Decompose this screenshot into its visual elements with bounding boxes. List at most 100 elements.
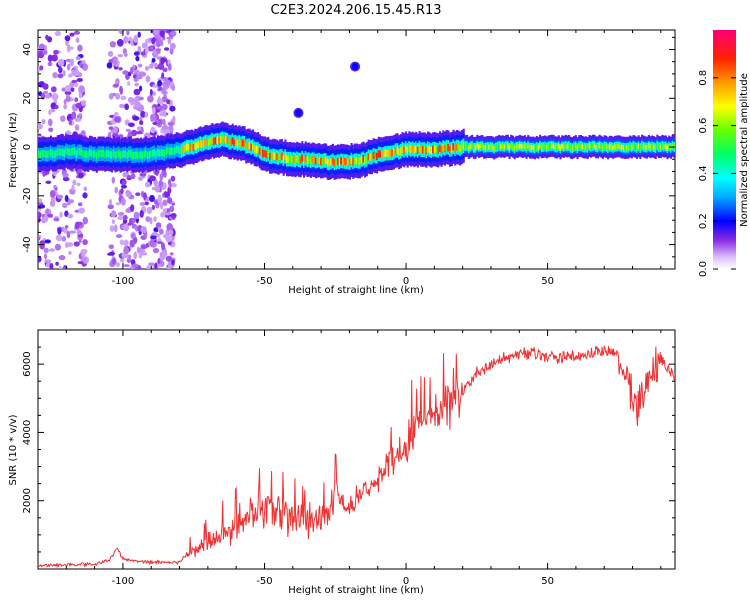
ridge-band — [384, 149, 387, 157]
ridge-band — [250, 143, 253, 152]
noise-speckle — [152, 84, 158, 88]
ridge-band — [511, 144, 515, 150]
ridge-band — [143, 150, 146, 159]
ridge-band — [595, 144, 598, 150]
noise-speckle — [74, 83, 79, 88]
ridge-band — [207, 138, 210, 147]
ridge-band — [598, 143, 601, 149]
noise-speckle — [77, 113, 83, 117]
noise-speckle — [121, 184, 127, 189]
ridge-band — [82, 150, 85, 158]
noise-speckle — [76, 78, 83, 82]
ridge-band — [226, 136, 229, 144]
ridge-band — [350, 156, 353, 164]
ridge-band — [612, 145, 615, 151]
ridge-band — [38, 150, 41, 158]
noise-speckle — [47, 54, 53, 62]
noise-speckle — [130, 66, 134, 75]
ridge-band — [360, 156, 363, 164]
noise-speckle — [48, 118, 53, 127]
noise-speckle — [167, 261, 173, 267]
ridge-band — [319, 157, 323, 166]
noise-speckle — [66, 44, 71, 53]
noise-speckle — [38, 255, 42, 263]
ridge-band — [467, 145, 470, 151]
ridge-band — [520, 144, 523, 149]
noise-speckle — [172, 216, 176, 220]
ridge-band — [622, 145, 625, 150]
noise-speckle — [54, 243, 62, 251]
ridge-band — [479, 143, 482, 149]
noise-speckle — [68, 118, 72, 126]
ridge-band — [596, 144, 599, 150]
noise-speckle — [138, 71, 145, 75]
noise-speckle — [131, 217, 136, 224]
ridge-band — [639, 145, 642, 151]
ridge-band — [462, 142, 465, 150]
ridge-band — [389, 149, 392, 157]
ridge-band — [579, 143, 582, 149]
noise-speckle — [115, 78, 120, 86]
ridge-band — [231, 137, 234, 145]
noise-speckle — [64, 225, 69, 229]
ridge-band — [199, 139, 202, 148]
noise-speckle — [117, 216, 125, 220]
noise-speckle — [123, 52, 128, 57]
ridge-band — [274, 152, 277, 160]
noise-speckle — [167, 38, 172, 45]
figure-title: C2E3.2024.206.15.45.R13 — [270, 3, 441, 18]
ridge-band — [60, 148, 63, 156]
ridge-band — [155, 151, 158, 159]
ridge-band — [133, 151, 136, 160]
ridge-band — [561, 143, 564, 149]
noise-speckle — [137, 31, 141, 38]
ridge-band — [114, 151, 117, 159]
ridge-band — [651, 144, 654, 149]
ridge-band — [51, 150, 54, 158]
noise-speckle — [133, 77, 139, 82]
noise-speckle — [44, 259, 52, 264]
noise-speckle — [49, 248, 55, 252]
noise-speckle — [140, 110, 146, 118]
noise-speckle — [43, 253, 48, 260]
ridge-band — [578, 143, 581, 149]
ridge-band — [253, 145, 256, 153]
noise-speckle — [113, 83, 119, 88]
ridge-band — [452, 143, 455, 151]
ridge-band — [112, 149, 115, 157]
ridge-band — [80, 148, 83, 156]
noise-speckle — [114, 186, 118, 194]
noise-speckle — [53, 218, 60, 222]
signal-spot — [295, 109, 302, 117]
ridge-band — [107, 150, 110, 158]
ridge-band — [505, 143, 508, 149]
ridge-band — [343, 157, 346, 166]
noise-speckle — [155, 222, 162, 229]
noise-speckle — [116, 38, 124, 47]
x-tick-label: -100 — [112, 276, 135, 287]
ridge-band — [66, 148, 69, 156]
ridge-band — [95, 152, 98, 160]
ridge-band — [476, 143, 479, 149]
noise-speckle — [115, 202, 122, 206]
ridge-band — [275, 153, 278, 161]
noise-speckle — [123, 35, 129, 44]
ridge-band — [459, 144, 462, 153]
noise-speckle — [156, 241, 164, 244]
ridge-band — [556, 145, 559, 150]
noise-speckle — [117, 54, 124, 58]
noise-speckle — [75, 102, 82, 109]
ridge-band — [503, 144, 506, 150]
ridge-band — [635, 145, 639, 151]
y-tick-label: 2000 — [22, 488, 33, 513]
noise-speckle — [65, 39, 69, 47]
ridge-band — [90, 149, 93, 157]
ridge-band — [425, 147, 428, 155]
ridge-band — [413, 146, 416, 154]
noise-speckle — [169, 205, 175, 213]
noise-speckle — [63, 99, 67, 105]
noise-speckle — [108, 93, 114, 100]
noise-speckle — [135, 192, 141, 196]
ridge-band — [379, 150, 382, 158]
noise-speckle — [57, 228, 62, 235]
